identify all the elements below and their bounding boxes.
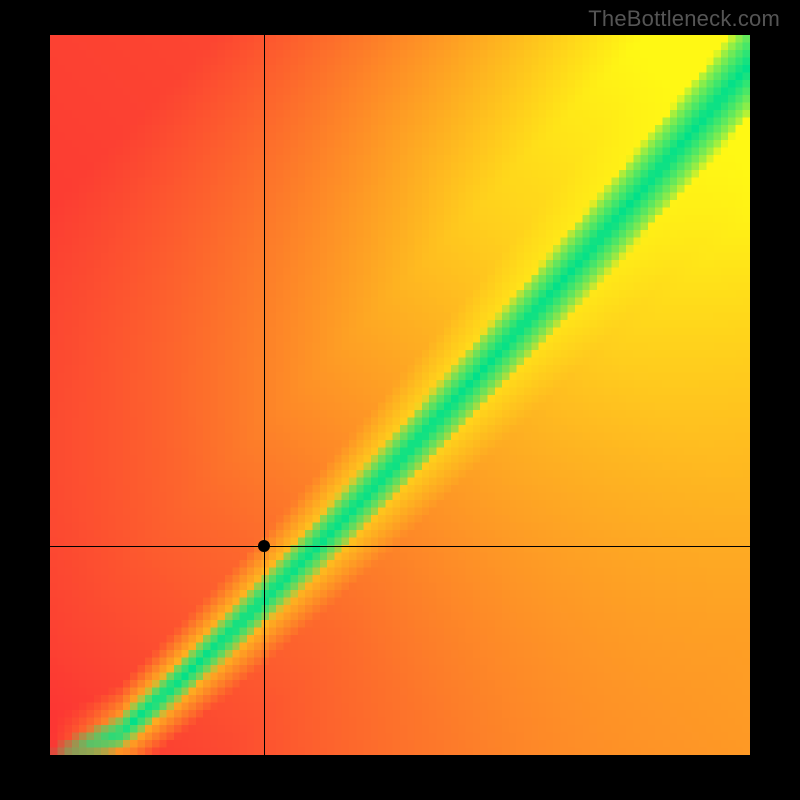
plot-area <box>50 35 750 755</box>
watermark-text: TheBottleneck.com <box>588 6 780 32</box>
crosshair-horizontal <box>50 546 750 547</box>
crosshair-marker <box>258 540 270 552</box>
chart-frame: TheBottleneck.com <box>0 0 800 800</box>
heatmap-canvas <box>50 35 750 755</box>
crosshair-vertical <box>264 35 265 755</box>
